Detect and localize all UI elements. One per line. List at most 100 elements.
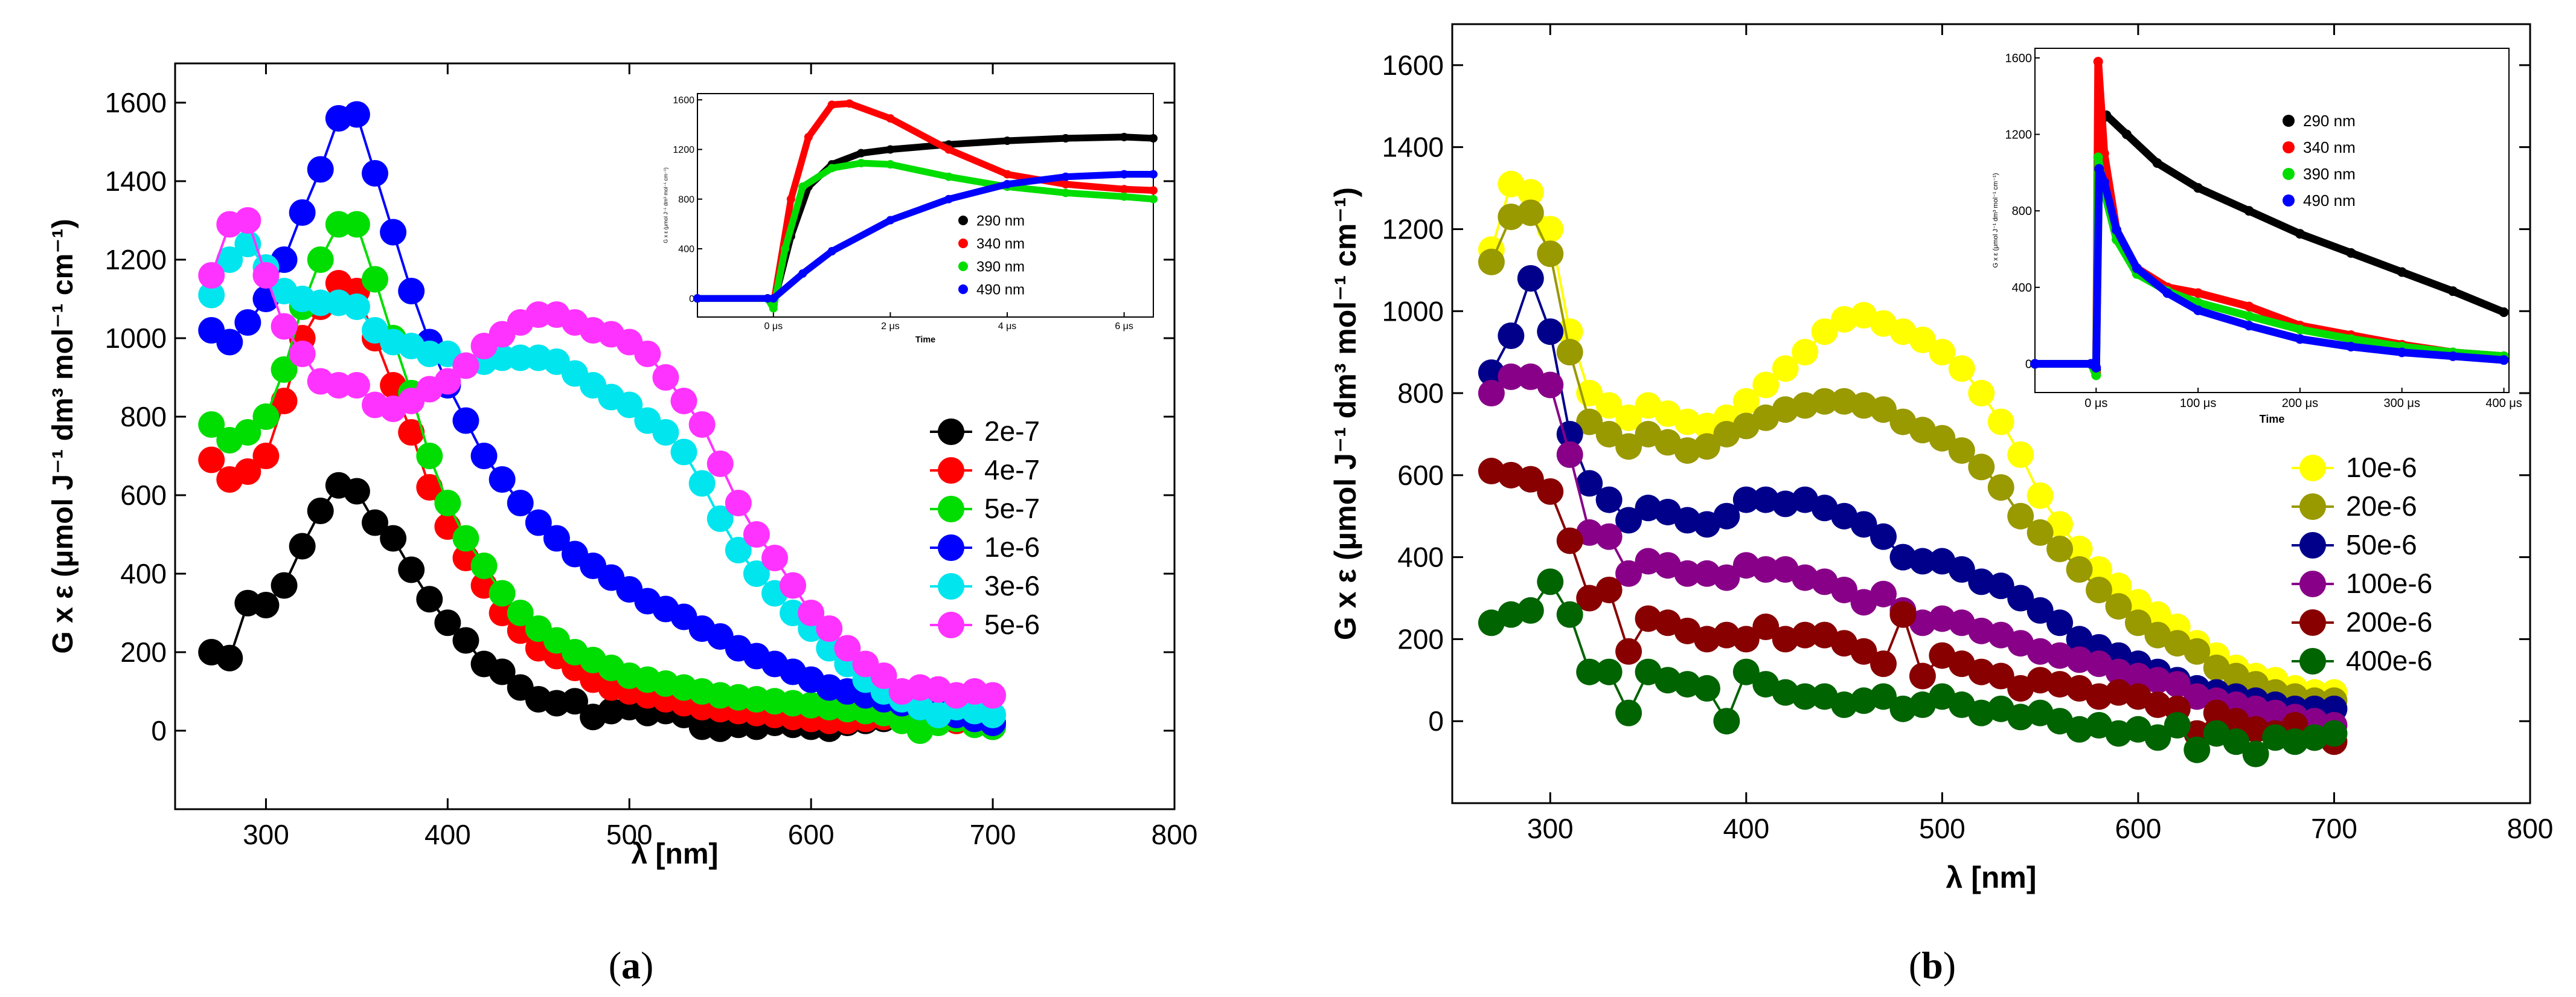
x-tick-label: 400 bbox=[1723, 813, 1769, 844]
inset-legend-entry: 340 nm bbox=[958, 236, 1025, 252]
data-point bbox=[2144, 724, 2171, 751]
y-tick-label: 200 bbox=[1397, 623, 1444, 655]
inset-data-point bbox=[1149, 170, 1158, 179]
data-point bbox=[380, 525, 407, 552]
data-point bbox=[1987, 474, 2014, 501]
inset-data-point bbox=[2397, 267, 2407, 277]
inset-x-tick-label: 6 μs bbox=[1115, 321, 1133, 332]
inset-data-point bbox=[804, 132, 813, 141]
inset-data-point bbox=[2030, 359, 2040, 369]
data-point bbox=[1909, 662, 1936, 690]
data-point bbox=[434, 609, 461, 636]
legend-marker bbox=[938, 418, 964, 445]
data-point bbox=[1576, 408, 1603, 435]
data-point bbox=[489, 658, 516, 685]
legend-marker bbox=[2299, 609, 2326, 636]
data-point bbox=[525, 301, 552, 328]
data-point bbox=[1537, 371, 1564, 399]
inset-y-tick-label: 0 bbox=[2025, 358, 2032, 371]
data-point bbox=[1792, 621, 1819, 649]
inset-data-point bbox=[886, 145, 895, 154]
inset-legend-marker bbox=[958, 216, 968, 225]
legend-label: 3e-6 bbox=[984, 570, 1040, 601]
y-tick-label: 0 bbox=[151, 715, 167, 746]
data-point bbox=[688, 470, 716, 497]
plot-frame bbox=[1451, 23, 2531, 804]
data-point bbox=[652, 419, 679, 446]
data-point bbox=[2027, 519, 2054, 546]
inset-x-axis-title: Time bbox=[2260, 413, 2285, 425]
inset-data-point bbox=[769, 304, 778, 313]
data-point bbox=[452, 407, 479, 434]
data-point bbox=[1792, 339, 1819, 366]
data-point bbox=[780, 572, 807, 599]
data-point bbox=[1517, 466, 1544, 493]
y-tick-label: 1400 bbox=[105, 165, 167, 197]
data-point bbox=[416, 443, 443, 469]
inset-legend-label: 340 nm bbox=[2303, 138, 2356, 156]
inset-data-point bbox=[2295, 229, 2305, 239]
legend-marker bbox=[2299, 493, 2326, 520]
data-point bbox=[1615, 699, 1642, 726]
legend-marker bbox=[938, 612, 964, 638]
data-point bbox=[307, 156, 334, 183]
inset-data-point bbox=[1003, 180, 1012, 189]
inset-data-point bbox=[798, 269, 807, 278]
data-point bbox=[834, 635, 861, 662]
inset-data-point bbox=[781, 244, 790, 253]
x-axis-title: λ [nm] bbox=[632, 838, 719, 870]
inset-data-point bbox=[886, 160, 895, 169]
data-point bbox=[670, 438, 697, 466]
data-point bbox=[1498, 363, 1525, 390]
inset-data-point bbox=[1120, 185, 1129, 194]
x-tick-label: 700 bbox=[970, 819, 1016, 850]
inset-data-point bbox=[1061, 134, 1070, 143]
inset-series-490 nm bbox=[693, 170, 1158, 303]
data-point bbox=[416, 474, 443, 501]
inset-y-tick-label: 1600 bbox=[2005, 52, 2033, 65]
legend-entry: 1e-6 bbox=[930, 531, 1040, 563]
data-point bbox=[1929, 339, 1956, 366]
y-tick-label: 1200 bbox=[1382, 213, 1444, 245]
data-point bbox=[725, 537, 752, 563]
inset-y-tick-label: 800 bbox=[2012, 205, 2032, 218]
data-point bbox=[380, 219, 407, 246]
inset-y-tick-label: 1600 bbox=[673, 95, 694, 106]
data-point bbox=[1948, 437, 1975, 464]
data-point bbox=[1595, 392, 1623, 419]
data-point bbox=[307, 289, 334, 316]
inset-legend-entry: 340 nm bbox=[2283, 138, 2356, 156]
data-point bbox=[706, 450, 734, 477]
data-point bbox=[562, 688, 588, 715]
data-point bbox=[2164, 712, 2191, 739]
data-point bbox=[670, 388, 697, 414]
legend-label: 5e-6 bbox=[984, 609, 1040, 640]
legend-entry: 10e-6 bbox=[2292, 452, 2417, 483]
legend-entry: 2e-7 bbox=[930, 415, 1040, 447]
inset-data-point bbox=[2448, 351, 2458, 361]
legend-marker bbox=[2299, 532, 2326, 559]
inset-data-point bbox=[2094, 164, 2104, 174]
data-point bbox=[1478, 380, 1505, 407]
data-point bbox=[1948, 556, 1975, 583]
x-tick-label: 500 bbox=[1919, 813, 1966, 844]
legend-entry: 20e-6 bbox=[2292, 490, 2417, 522]
data-point bbox=[1909, 326, 1936, 353]
y-tick-label: 200 bbox=[120, 636, 167, 668]
inset-x-tick-label: 4 μs bbox=[998, 321, 1017, 332]
data-point bbox=[761, 545, 788, 571]
data-point bbox=[2223, 728, 2250, 755]
data-point bbox=[2066, 536, 2093, 563]
inset-data-point bbox=[2091, 370, 2101, 380]
y-tick-label: 1200 bbox=[105, 244, 167, 275]
data-point bbox=[816, 635, 843, 662]
inset-data-point bbox=[1003, 170, 1012, 179]
y-tick-label: 1000 bbox=[105, 322, 167, 354]
data-point bbox=[343, 478, 370, 505]
inset-legend-marker bbox=[2283, 141, 2295, 153]
data-point bbox=[216, 329, 243, 356]
legend-marker bbox=[2299, 648, 2326, 675]
data-point bbox=[1693, 433, 1720, 460]
data-point bbox=[489, 600, 516, 626]
inset-data-point bbox=[944, 172, 953, 181]
